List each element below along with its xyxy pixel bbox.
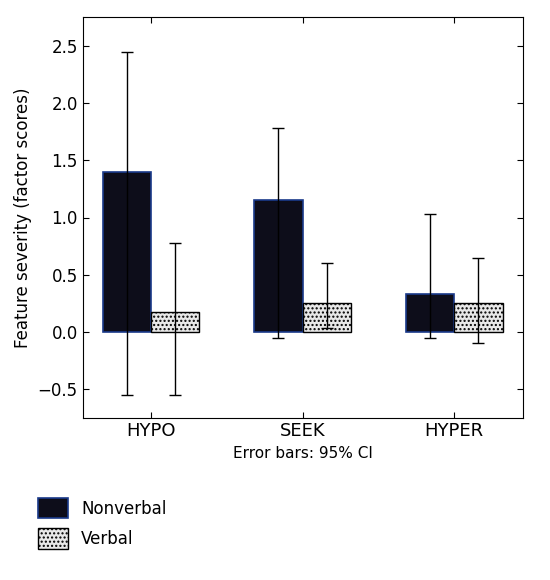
X-axis label: Error bars: 95% CI: Error bars: 95% CI [233,446,372,461]
Bar [254,200,303,332]
Bar [405,294,454,332]
Bar [102,172,151,332]
Legend: Nonverbal, Verbal: Nonverbal, Verbal [38,498,167,549]
Bar [151,313,200,332]
Bar [302,303,351,332]
Bar [454,303,503,332]
Y-axis label: Feature severity (factor scores): Feature severity (factor scores) [14,87,32,348]
